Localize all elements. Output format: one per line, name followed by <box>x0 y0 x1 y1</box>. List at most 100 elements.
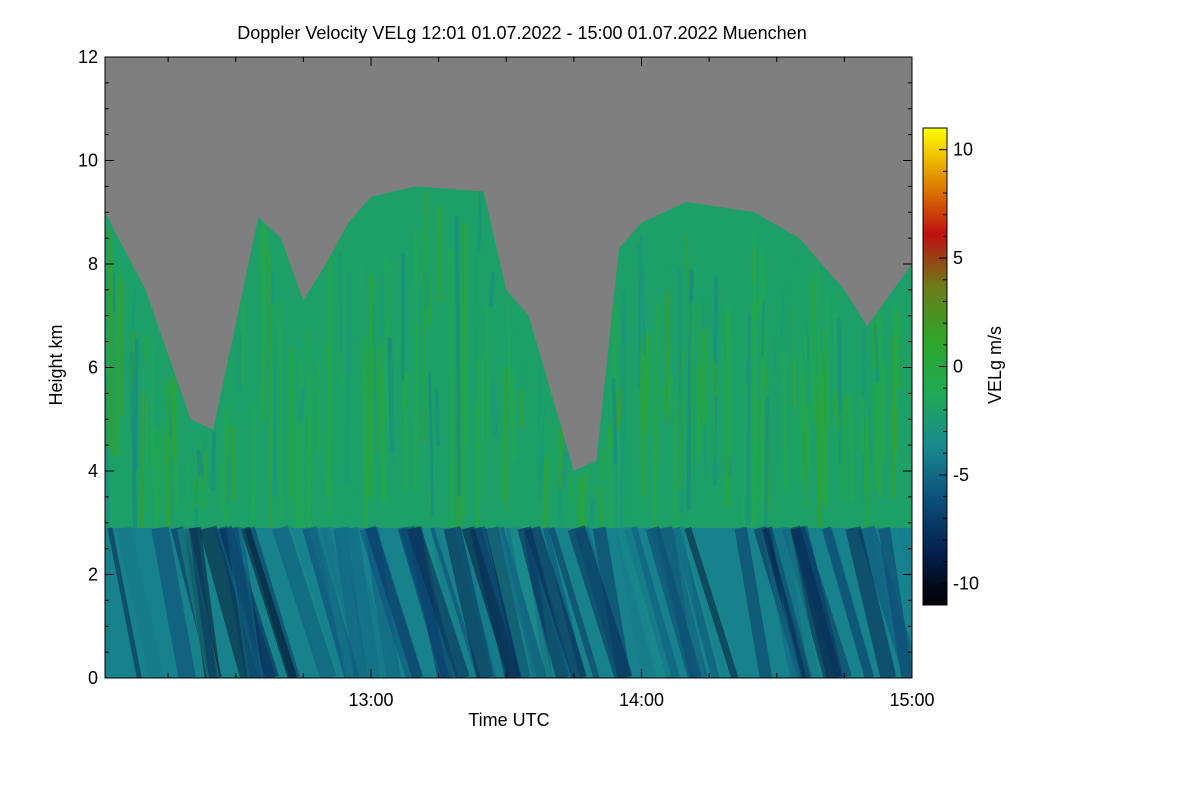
cloud-streak <box>501 366 509 502</box>
cloud-streak <box>726 306 732 458</box>
cloud-streak <box>818 380 825 401</box>
cloud-streak <box>542 455 550 529</box>
cloud-streak <box>196 449 204 476</box>
cloud-streak <box>537 366 542 481</box>
downdraft-streak <box>517 526 570 678</box>
x-tick-label: 13:00 <box>348 690 393 710</box>
cloud-streak <box>833 287 840 474</box>
cloud-streak <box>185 462 191 528</box>
cloud-streak <box>812 278 817 422</box>
cloud-streak <box>509 371 517 460</box>
y-tick-label: 4 <box>88 461 98 481</box>
downdraft-streak <box>226 527 262 678</box>
cloud-streak <box>804 335 808 386</box>
cloud-streak <box>804 402 810 465</box>
cloud-streak <box>168 454 176 528</box>
cloud-streak <box>338 251 343 353</box>
cloud-streak <box>367 274 375 496</box>
colorbar-tick-label: 5 <box>953 248 963 268</box>
cloud-streak <box>519 390 525 428</box>
cloud-streak <box>107 229 115 456</box>
cloud-streak <box>742 345 748 528</box>
plot-area <box>105 57 912 678</box>
x-tick-label: 15:00 <box>889 690 934 710</box>
cloud-streak <box>379 274 386 338</box>
cloud-streak <box>652 303 659 528</box>
downdraft-streak <box>548 526 600 678</box>
cloud-streak <box>745 357 750 384</box>
cloud-streak <box>661 328 667 350</box>
downdraft-streak <box>116 526 165 678</box>
y-tick-label: 6 <box>88 358 98 378</box>
y-tick-label: 12 <box>78 47 98 67</box>
downdraft-streak <box>778 526 820 678</box>
cloud-streak <box>670 356 676 428</box>
downdraft-streak <box>764 527 807 678</box>
cloud-streak <box>713 364 720 397</box>
cloud-streak <box>639 338 647 497</box>
cloud-streak <box>428 372 434 517</box>
cloud-streak <box>822 328 828 508</box>
downdraft-streak <box>857 525 912 678</box>
cloud-streak <box>163 431 171 528</box>
y-tick-label: 10 <box>78 151 98 171</box>
cloud-streak <box>619 291 626 528</box>
cloud-streak <box>454 215 462 496</box>
downdraft-streak <box>359 525 423 678</box>
velocity-streaks <box>105 191 912 678</box>
cloud-streak <box>870 425 876 465</box>
downdraft-streak <box>397 527 450 678</box>
cloud-streak <box>562 451 568 488</box>
downdraft-streak <box>789 525 852 678</box>
cloud-streak <box>832 391 841 431</box>
cloud-streak <box>427 280 433 326</box>
colorbar-tick-label: 0 <box>953 357 963 377</box>
cloud-streak <box>194 453 199 507</box>
cloud-streak <box>134 338 139 471</box>
cloud-streak <box>230 425 236 500</box>
cloud-streak <box>576 482 582 528</box>
cloud-streak <box>782 351 788 492</box>
cloud-streak <box>394 331 400 370</box>
downdraft-streak <box>316 527 354 678</box>
cloud-streak <box>119 282 125 416</box>
cloud-streak <box>151 429 160 528</box>
cloud-streak <box>170 377 177 462</box>
cloud-streak <box>282 249 287 287</box>
cloud-streak <box>733 369 738 404</box>
cloud-streak <box>755 400 761 498</box>
cloud-streak <box>816 263 821 482</box>
cloud-streak <box>403 373 408 491</box>
cloud-streak <box>126 354 134 416</box>
cloud-streak <box>764 396 770 528</box>
cloud-streak <box>278 300 283 519</box>
cloud-streak <box>448 248 455 528</box>
cloud-streak <box>667 374 674 410</box>
cloud-streak <box>506 298 513 426</box>
cloud-streak <box>679 349 685 492</box>
downdraft-streak <box>335 525 397 678</box>
cloud-streak <box>226 402 232 447</box>
cloud-streak <box>606 426 614 449</box>
cloud-streak <box>745 313 752 524</box>
cloud-streak <box>880 361 887 462</box>
cloud-streak <box>611 377 618 464</box>
cloud-streak <box>422 191 427 445</box>
cloud-streak <box>490 384 498 437</box>
cloud-streak <box>251 404 257 528</box>
cloud-streak <box>379 370 387 503</box>
downdraft-streak <box>486 526 537 678</box>
cloud-streak <box>236 332 243 393</box>
cloud-streak <box>847 393 855 501</box>
x-axis: 13:00 14:00 15:00 <box>167 57 935 710</box>
downdraft-streak <box>821 526 874 678</box>
downdraft-streak <box>469 526 521 678</box>
cloud-streak <box>114 275 122 456</box>
downdraft-streak <box>684 526 739 678</box>
cloud-streak <box>808 272 815 408</box>
cloud-streak <box>165 379 172 528</box>
downdraft-streak <box>734 526 773 678</box>
cloud-streak <box>763 262 767 383</box>
cloud-streak <box>298 389 306 423</box>
